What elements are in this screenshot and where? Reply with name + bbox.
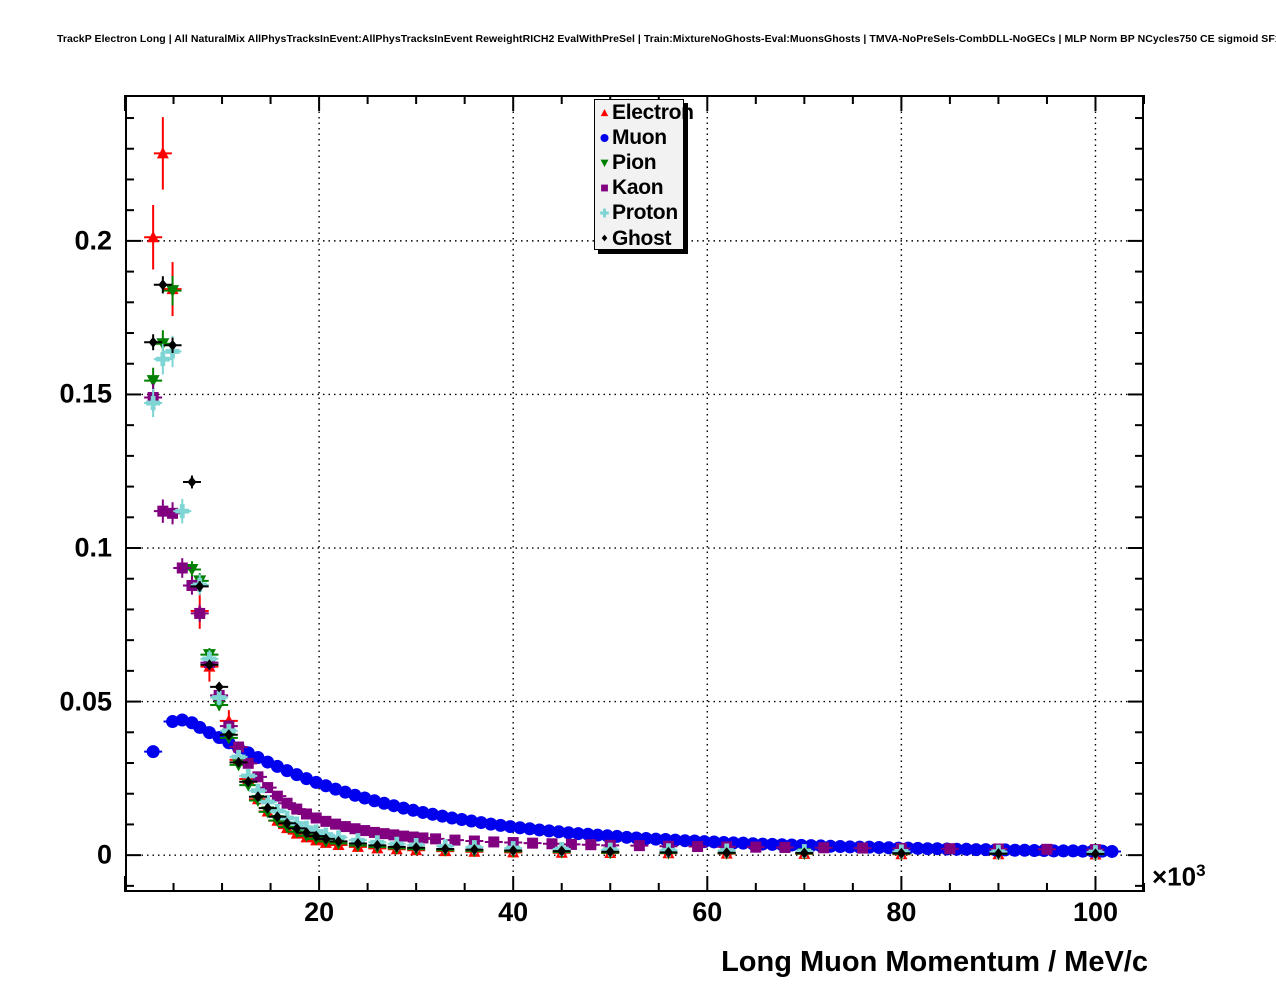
plot-frame — [125, 95, 1144, 892]
x-axis-title: Long Muon Momentum / MeV/c — [721, 946, 1148, 978]
legend-entry-kaon[interactable]: Kaon — [595, 175, 683, 200]
data-marker-cross — [600, 208, 609, 218]
y-tick-label: 0.05 — [59, 686, 112, 717]
legend-marker-glyph — [600, 159, 609, 167]
circle-icon — [597, 129, 612, 147]
page-title: TrackP Electron Long | All NaturalMix Al… — [57, 33, 1276, 45]
legend-label: Pion — [612, 151, 657, 175]
legend-entry-ghost[interactable]: Ghost — [595, 225, 683, 250]
triangle-down-icon — [597, 154, 612, 172]
x-tick-label: 100 — [1072, 897, 1118, 927]
x-exponent-power: 3 — [1196, 861, 1206, 880]
legend-entry-pion[interactable]: Pion — [595, 150, 683, 175]
data-marker-square — [601, 184, 608, 192]
legend-marker-glyph — [601, 234, 608, 242]
square-icon — [597, 179, 612, 197]
legend-label: Muon — [612, 126, 667, 150]
legend-marker-glyph — [601, 184, 608, 192]
legend-entry-electron[interactable]: Electron — [595, 100, 694, 125]
legend-box: Electron Muon Pion Kaon Proton Ghost — [594, 99, 694, 250]
x-tick-label: 60 — [692, 897, 723, 927]
data-marker-triangle-down — [600, 159, 609, 167]
data-marker-diamond — [601, 234, 608, 242]
diamond-icon — [597, 229, 612, 247]
y-tick-label: 0.2 — [74, 225, 112, 256]
legend-marker-glyph — [600, 133, 609, 142]
y-tick-label: 0.15 — [59, 378, 112, 409]
x-tick-label: 20 — [304, 897, 335, 927]
y-tick-label: 0.1 — [74, 532, 112, 563]
data-marker-triangle-up — [600, 108, 609, 116]
cross-icon — [597, 204, 612, 222]
x-exponent-prefix: ×10 — [1152, 861, 1197, 892]
legend-label: Proton — [612, 201, 678, 225]
legend-marker-glyph — [600, 208, 609, 218]
legend-label: Ghost — [612, 226, 672, 250]
data-marker-circle — [600, 133, 609, 142]
x-tick-label: 80 — [886, 897, 917, 927]
legend-entry-proton[interactable]: Proton — [595, 200, 683, 225]
legend-entry-muon[interactable]: Muon — [595, 125, 683, 150]
legend-label: Kaon — [612, 176, 664, 200]
legend-label: Electron — [612, 101, 694, 125]
triangle-up-icon — [597, 104, 612, 122]
legend-marker-glyph — [600, 108, 609, 116]
x-tick-label: 40 — [498, 897, 529, 927]
y-tick-label: 0 — [96, 839, 112, 870]
x-axis-exponent: ×103 — [1152, 861, 1206, 893]
